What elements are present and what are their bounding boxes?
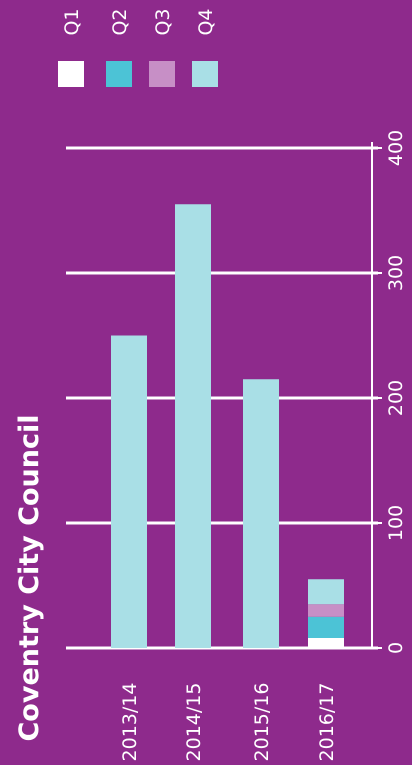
y-tick-label-0: 0 bbox=[385, 642, 407, 654]
category-label-2016-17: 2016/17 bbox=[316, 683, 338, 762]
y-tick-label-200: 200 bbox=[385, 380, 407, 416]
bar-2014-15-q4 bbox=[175, 204, 211, 648]
legend-swatch-q2 bbox=[106, 61, 132, 87]
bar-2013-14-q4 bbox=[111, 335, 147, 648]
legend: Q1 Q2 Q3 Q4 bbox=[58, 8, 218, 87]
bar-2016-17-q3 bbox=[308, 604, 344, 617]
category-label-2013-14: 2013/14 bbox=[119, 683, 141, 762]
legend-label-q4: Q4 bbox=[195, 8, 217, 35]
y-tick-label-100: 100 bbox=[385, 505, 407, 541]
bar-2015-16-q4 bbox=[243, 379, 279, 648]
chart-title: Coventry City Council bbox=[14, 414, 45, 741]
y-tick-label-400: 400 bbox=[385, 130, 407, 166]
legend-label-q3: Q3 bbox=[152, 8, 174, 35]
bars bbox=[111, 204, 344, 648]
bar-2016-17-q1 bbox=[308, 638, 344, 648]
bar-2016-17-q2 bbox=[308, 616, 344, 638]
legend-label-q1: Q1 bbox=[61, 8, 83, 35]
bar-2016-17-q4 bbox=[308, 579, 344, 605]
legend-swatch-q4 bbox=[192, 61, 218, 87]
category-label-2014-15: 2014/15 bbox=[183, 683, 205, 762]
y-tick-label-300: 300 bbox=[385, 255, 407, 291]
legend-swatch-q3 bbox=[149, 61, 175, 87]
legend-swatch-q1 bbox=[58, 61, 84, 87]
axes: 0 100 200 300 400 2013/14 2014/15 2015/16 2016/1… bbox=[119, 130, 407, 762]
legend-label-q2: Q2 bbox=[109, 8, 131, 35]
category-label-2015-16: 2015/16 bbox=[251, 683, 273, 762]
